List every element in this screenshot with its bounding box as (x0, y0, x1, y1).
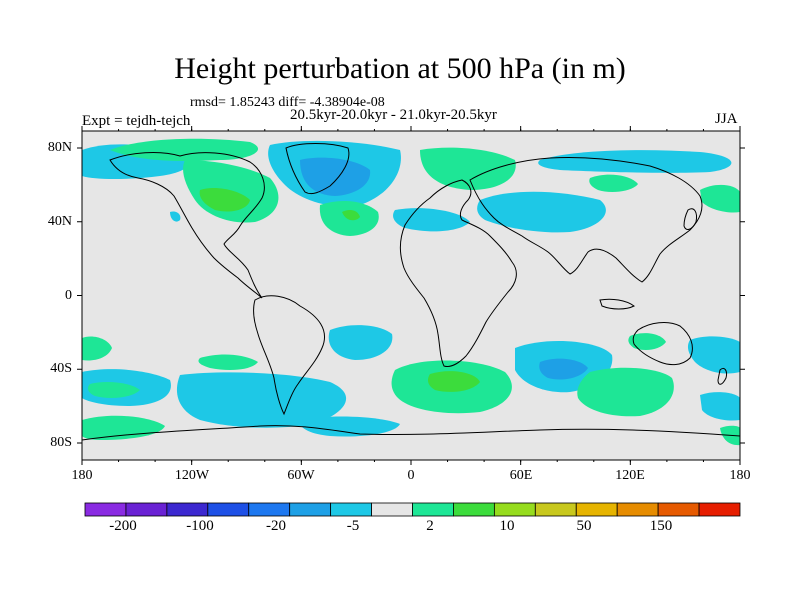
colorbar-label: -5 (346, 518, 360, 534)
colorbar-label: 150 (649, 518, 673, 534)
colorbar-swatch (493, 502, 536, 517)
colorbar-label: 10 (499, 518, 515, 534)
coastline-indonesia (599, 298, 635, 310)
colorbar-label: -100 (186, 518, 214, 534)
colorbar (84, 502, 741, 517)
colorbar-label: 2 (426, 518, 434, 534)
plot-title: Height perturbation at 500 hPa (in m) (174, 52, 626, 85)
axis-ticks (77, 126, 745, 465)
anomaly-region (82, 336, 112, 361)
lat-label-40s: 40S (50, 361, 72, 376)
anomaly-region (628, 333, 666, 350)
anomaly-region (477, 191, 606, 233)
colorbar-swatch (575, 502, 618, 517)
lat-label-80s: 80S (50, 435, 72, 450)
anomaly-region (420, 147, 516, 190)
coastline-north-america (109, 152, 265, 299)
colorbar-swatch (248, 502, 291, 517)
coastline-antarctica (82, 425, 740, 441)
lon-label-60w: 60W (287, 468, 315, 483)
anomaly-region (176, 372, 347, 428)
colorbar-swatch (330, 502, 372, 517)
coastline-new-zealand (717, 367, 727, 385)
period-line: 20.5kyr-20.0kyr - 21.0kyr-20.5kyr (290, 107, 497, 123)
colorbar-label: -20 (266, 518, 286, 534)
stats-line: rmsd= 1.85243 diff= -4.38904e-08 (190, 95, 385, 110)
anomaly-region (538, 150, 732, 173)
map-field (82, 131, 740, 460)
coastline-greenland (285, 143, 350, 195)
colorbar-swatch (657, 502, 700, 517)
colorbar-swatch (166, 502, 209, 517)
lat-label-0: 0 (65, 288, 72, 303)
lon-label-0: 0 (407, 468, 415, 483)
colorbar-label: 50 (576, 518, 592, 534)
coastline-japan (683, 208, 697, 230)
season-label: JJA (715, 111, 738, 127)
coastline-south-america (253, 295, 325, 416)
coastline-asia (469, 156, 703, 283)
coastline-australia (632, 322, 693, 366)
colorbar-label: -200 (109, 518, 137, 534)
anomaly-region (577, 367, 674, 417)
colorbar-swatch (125, 502, 168, 517)
anomaly-region (110, 138, 259, 161)
anomaly-region (299, 416, 400, 437)
anomaly-region (687, 336, 740, 374)
anomaly-region (199, 188, 250, 212)
lon-label-120w: 120W (174, 468, 210, 483)
colorbar-swatch (371, 502, 413, 517)
lon-label-180w: 180 (71, 468, 93, 483)
anomaly-region (589, 174, 638, 192)
anomaly-region (87, 382, 140, 398)
anomaly-region (427, 371, 480, 392)
anomaly-region (700, 184, 740, 213)
anomaly-region (170, 211, 181, 222)
lon-label-180e: 180 (729, 468, 751, 483)
colorbar-swatch (207, 502, 250, 517)
coastline-europe-africa (399, 179, 517, 367)
colorbar-swatch (289, 502, 332, 517)
colorbar-swatch (84, 502, 127, 517)
coastlines (82, 143, 740, 441)
anomaly-region (393, 208, 470, 232)
lon-label-120e: 120E (615, 468, 645, 483)
lat-label-40n: 40N (47, 214, 72, 229)
anomaly-region (198, 354, 258, 370)
colorbar-swatch (698, 502, 741, 517)
colorbar-swatch (616, 502, 659, 517)
lon-label-60e: 60E (509, 468, 533, 483)
anomaly-region (342, 209, 360, 221)
experiment-label: Expt = tejdh-tejch (82, 113, 191, 129)
anomaly-region (328, 325, 393, 360)
colorbar-swatch (412, 502, 454, 517)
colorbar-swatch (534, 502, 577, 517)
anomaly-region (700, 392, 740, 421)
anomaly-region (300, 157, 371, 196)
colorbar-swatch (453, 502, 495, 517)
anomaly-region (539, 358, 588, 380)
lat-label-80n: 80N (47, 140, 72, 155)
